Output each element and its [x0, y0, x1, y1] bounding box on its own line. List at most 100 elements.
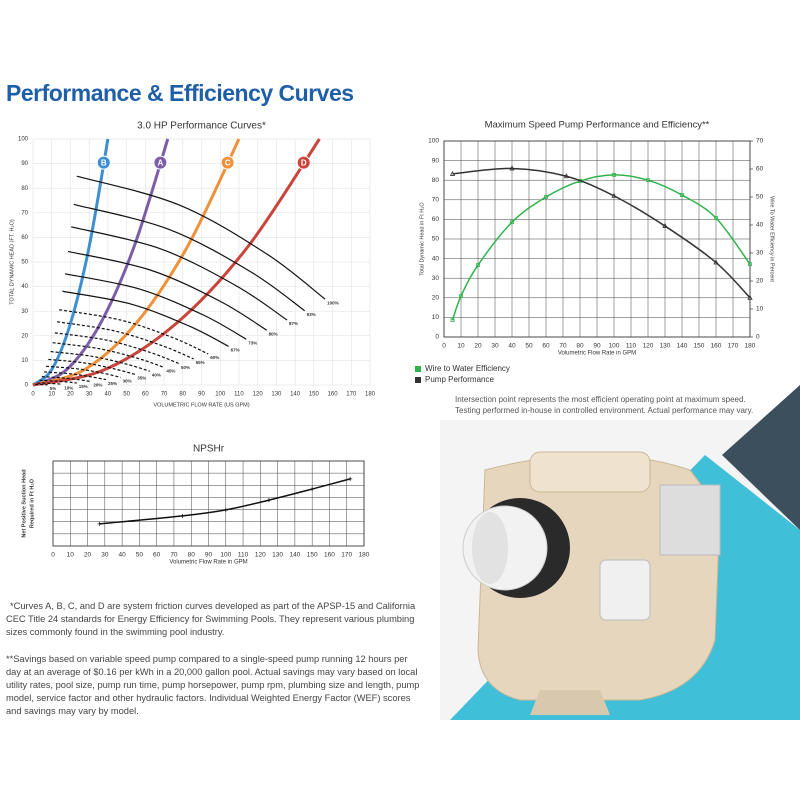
y-tick-label: 30	[21, 309, 28, 315]
x-tick-label: 40	[508, 343, 516, 350]
data-point	[747, 294, 753, 300]
x-tick-label: 20	[67, 392, 74, 398]
y2-tick-label: 0	[756, 334, 760, 341]
x-tick-label: 110	[238, 552, 249, 559]
series-line	[32, 138, 110, 387]
x-tick-label: 160	[324, 552, 335, 559]
curve-badge	[96, 155, 111, 170]
x-tick-label: 30	[101, 552, 109, 559]
x-tick-label: 70	[559, 343, 567, 350]
x-tick-label: 80	[179, 392, 186, 398]
data-point	[266, 498, 271, 503]
x-tick-label: 0	[51, 552, 55, 559]
x-tick-label: 30	[491, 343, 499, 350]
x-tick-label: 60	[542, 343, 550, 350]
y-tick-label: 80	[432, 177, 440, 184]
data-point	[476, 263, 480, 267]
y2-axis-label: Wire To Water Efficiency in Percent	[769, 196, 775, 282]
x-tick-label: 100	[215, 392, 226, 398]
x-tick-label: 0	[31, 392, 35, 398]
series-line	[32, 138, 321, 387]
y-tick-label: 60	[432, 216, 440, 223]
y-tick-label: 50	[432, 236, 440, 243]
y-axis-label: Net Positive Suction Head	[21, 469, 27, 537]
series-line	[452, 167, 751, 299]
data-point	[611, 192, 617, 198]
curve-label: 5%	[50, 386, 57, 391]
chart-title: NPSHr	[193, 444, 225, 455]
series-line	[73, 203, 306, 312]
data-point	[223, 507, 228, 512]
footnote: *Curves A, B, C, and D are system fricti…	[6, 601, 416, 637]
series-line	[44, 371, 107, 381]
y-tick-label: 20	[432, 295, 440, 302]
series-line	[99, 478, 351, 525]
x-tick-label: 120	[643, 343, 654, 350]
x-tick-label: 80	[576, 343, 584, 350]
data-point	[662, 223, 668, 228]
y-tick-label: 100	[428, 138, 439, 145]
data-point	[563, 173, 570, 179]
chart-title: Maximum Speed Pump Performance and Effic…	[485, 120, 710, 131]
x-tick-label: 140	[289, 552, 300, 559]
series-line	[37, 382, 63, 385]
curve-label: C	[225, 158, 231, 167]
x-tick-label: 140	[677, 343, 688, 350]
data-point	[713, 259, 719, 265]
curve-label: 35%	[137, 376, 146, 381]
x-tick-label: 130	[660, 343, 671, 350]
x-axis-label: Volumetric Flow Rate in GPM	[558, 351, 636, 357]
y2-tick-label: 40	[756, 222, 764, 229]
chart-note: Testing performed in-house in controlled…	[455, 406, 753, 415]
y-tick-label: 40	[432, 255, 440, 262]
y-tick-label: 0	[435, 334, 439, 341]
x-tick-label: 60	[153, 552, 161, 559]
y-tick-label: 100	[18, 137, 29, 143]
x-tick-label: 180	[745, 343, 756, 350]
series-line	[76, 175, 326, 300]
legend-label: Wire to Water Efficiency	[425, 364, 510, 373]
x-tick-label: 110	[626, 343, 637, 350]
y-tick-label: 90	[21, 161, 28, 167]
x-axis-label: Volumetric Flow Rate in GPM	[169, 560, 247, 566]
curve-label: A	[157, 158, 163, 167]
footnote: **Savings based on variable speed pump c…	[6, 654, 420, 716]
data-point	[459, 294, 463, 299]
curve-label: D	[301, 158, 307, 167]
x-tick-label: 10	[48, 392, 55, 398]
series-line	[39, 379, 77, 384]
y-tick-label: 70	[432, 197, 440, 204]
series-line	[48, 358, 136, 376]
legend-swatch	[415, 366, 421, 372]
curve-label: 93%	[307, 312, 316, 317]
y-axis-label: Required in Ft H₂O	[29, 478, 35, 528]
series-line	[50, 350, 151, 372]
series-line	[59, 309, 209, 355]
curve-label: 30%	[123, 379, 132, 384]
x-tick-label: 170	[346, 392, 357, 398]
y2-tick-label: 30	[756, 250, 764, 257]
x-tick-label: 160	[328, 392, 339, 398]
curve-label: 60%	[210, 355, 219, 360]
data-point	[180, 513, 185, 518]
series-line	[67, 250, 267, 331]
curve-label: 50%	[181, 365, 190, 370]
y-axis-label: TOTAL DYNAMIC HEAD (FT. H₂O)	[9, 219, 15, 305]
x-tick-label: 30	[86, 392, 93, 398]
x-tick-label: 170	[728, 343, 739, 350]
curve-label: B	[101, 158, 107, 167]
curve-label: 67%	[231, 348, 240, 353]
series-line	[52, 342, 165, 369]
x-tick-label: 150	[694, 343, 705, 350]
x-tick-label: 60	[142, 392, 149, 398]
x-tick-label: 40	[105, 392, 112, 398]
series-line	[57, 321, 194, 360]
y-tick-label: 0	[25, 383, 29, 389]
x-tick-label: 150	[307, 552, 318, 559]
chart-title: 3.0 HP Performance Curves*	[137, 121, 266, 132]
x-tick-label: 180	[365, 392, 376, 398]
x-tick-label: 180	[359, 552, 370, 559]
y-tick-label: 90	[432, 157, 440, 164]
y-tick-label: 30	[432, 275, 440, 282]
